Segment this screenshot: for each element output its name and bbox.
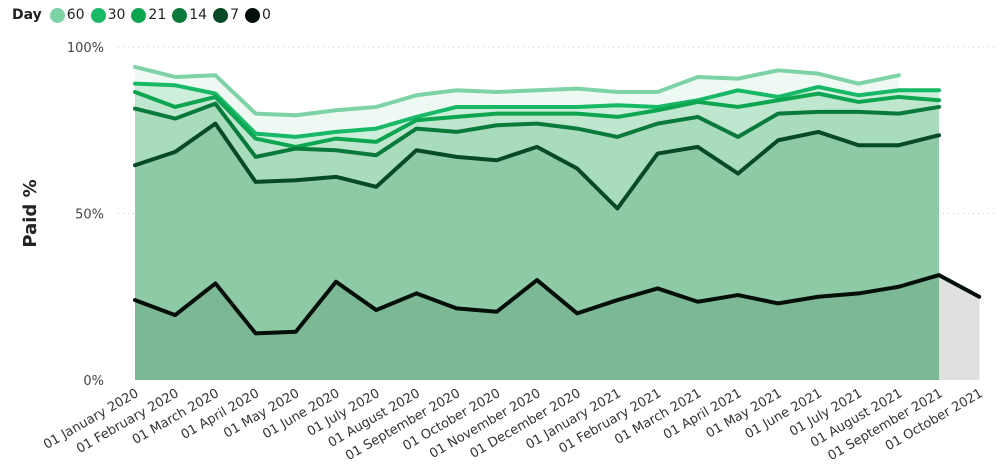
y-axis-title: Paid % [20, 179, 41, 247]
legend-item-7[interactable]: 7 [213, 7, 239, 23]
legend-swatch-7 [213, 7, 229, 23]
legend-item-21[interactable]: 21 [131, 7, 166, 23]
legend-swatch-30 [90, 7, 106, 23]
y-tick-label: 50% [75, 208, 104, 223]
legend-item-30[interactable]: 30 [90, 7, 126, 23]
legend-swatch-0 [245, 7, 260, 23]
y-tick-label: 100% [67, 41, 104, 56]
incomplete-period-area [939, 275, 980, 380]
legend-swatch-21 [131, 7, 147, 23]
legend-swatch-60 [49, 7, 65, 23]
line-series-0 [133, 273, 982, 336]
line-series-7 [133, 121, 941, 211]
legend-label-14: 14 [189, 7, 208, 23]
line-series-60 [133, 64, 901, 118]
line-series-21 [133, 89, 941, 149]
legend: Day 60 30 21 14 7 0 [12, 5, 277, 25]
legend-item-0[interactable]: 0 [245, 7, 271, 23]
legend-title: Day [12, 7, 42, 23]
y-tick-label: 0% [83, 374, 104, 389]
legend-label-0: 0 [262, 7, 271, 23]
legend-swatch-14 [172, 7, 188, 23]
line-series-14 [133, 101, 941, 159]
legend-label-60: 60 [66, 7, 85, 23]
legend-label-7: 7 [230, 7, 239, 23]
legend-item-14[interactable]: 14 [172, 7, 207, 23]
legend-label-21: 21 [148, 7, 167, 23]
legend-item-60[interactable]: 60 [49, 7, 85, 23]
legend-label-30: 30 [107, 7, 126, 23]
line-series-30 [133, 81, 941, 139]
